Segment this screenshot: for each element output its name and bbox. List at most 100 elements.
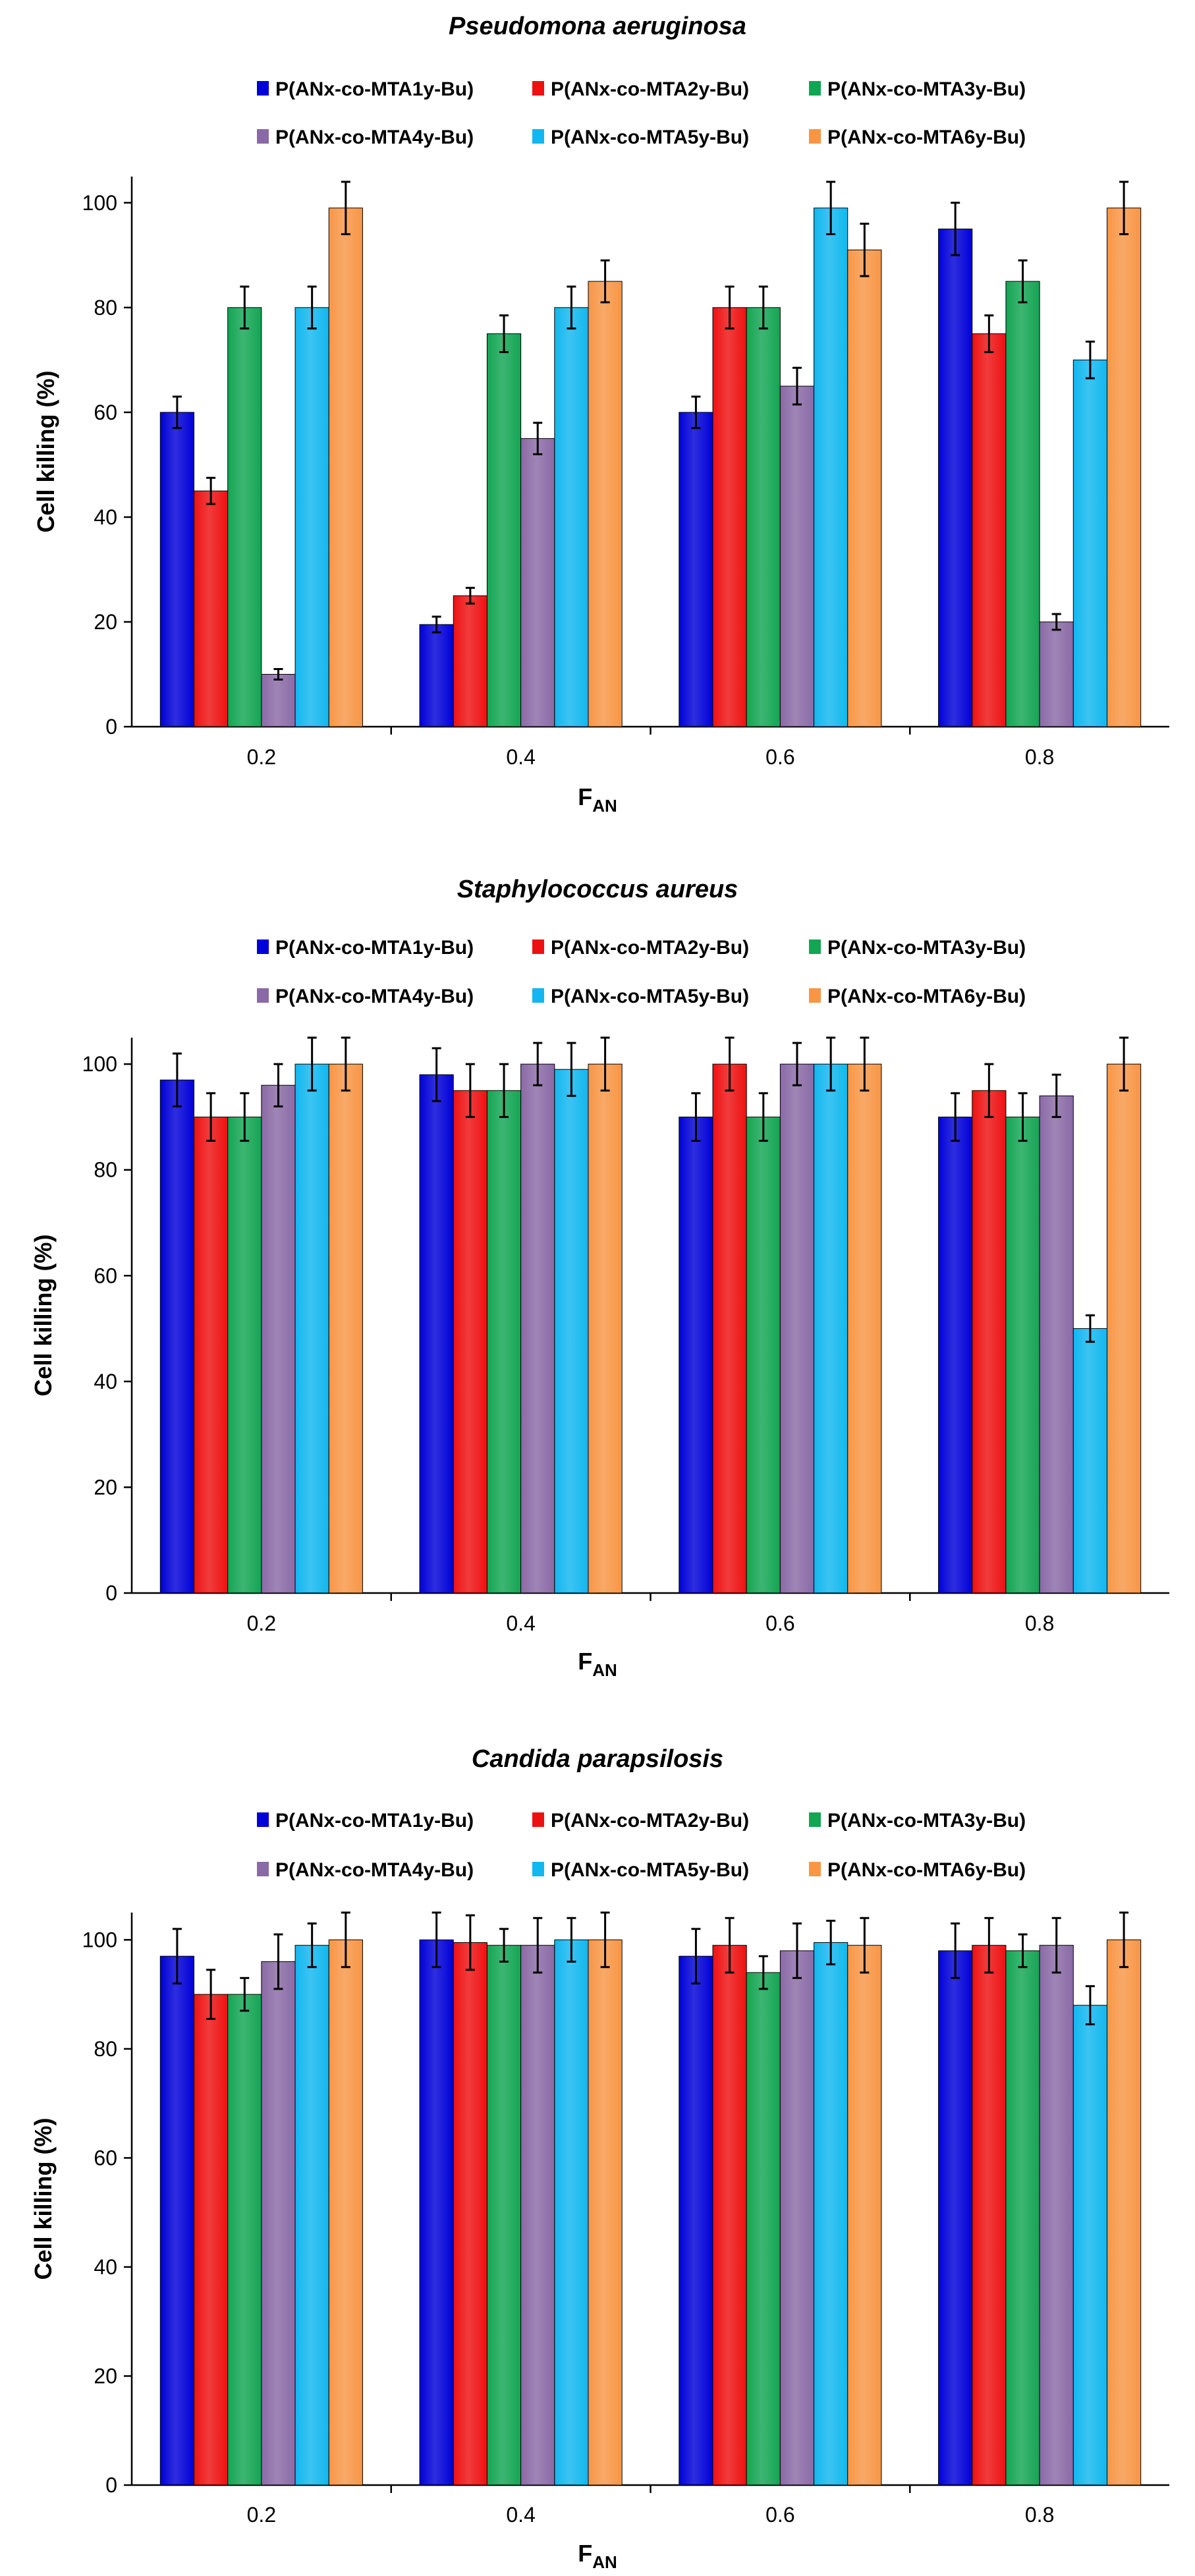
bar: [679, 1955, 713, 2486]
bar: [1039, 1945, 1074, 2486]
bar: [712, 1063, 747, 1594]
y-tick-label: 40: [94, 505, 117, 529]
error-bar: [431, 615, 441, 634]
error-bar: [273, 668, 283, 681]
bar: [419, 1074, 454, 1594]
legend-label: P(ANx-co-MTA3y-Bu): [827, 937, 1026, 959]
bar: [847, 1063, 882, 1594]
error-bar: [1051, 613, 1061, 631]
error-bar: [567, 1917, 576, 1963]
chart-panel-pseudomona: Pseudomona aeruginosa P(ANx-co-MTA1y-Bu) P…: [0, 0, 1195, 843]
error-bar: [691, 395, 701, 430]
legend-item: P(ANx-co-MTA5y-Bu): [532, 126, 749, 148]
y-tick-label: 80: [94, 1158, 117, 1182]
error-bar: [341, 1036, 350, 1092]
legend-item: P(ANx-co-MTA5y-Bu): [532, 1859, 749, 1881]
chart-title: Candida parapsilosis: [472, 1745, 723, 1773]
error-bar: [758, 1955, 768, 1990]
legend-item: P(ANx-co-MTA4y-Bu): [257, 126, 474, 148]
y-tick-label: 100: [82, 1052, 117, 1076]
legend-swatch: [257, 939, 269, 954]
error-bar: [600, 259, 610, 304]
legend-swatch: [257, 81, 269, 96]
x-tick-label: 0.6: [765, 2503, 794, 2527]
y-axis-label: Cell killing (%): [30, 2117, 57, 2280]
legend-label: P(ANx-co-MTA5y-Bu): [551, 986, 749, 1007]
x-tick-label: 0.8: [1025, 1611, 1054, 1635]
bar: [486, 333, 522, 727]
bar: [194, 1116, 229, 1594]
legend-item: P(ANx-co-MTA5y-Bu): [532, 986, 749, 1007]
y-tick-label: 20: [94, 1475, 117, 1499]
bar: [1107, 1063, 1142, 1594]
bar: [486, 1945, 522, 2486]
bar: [972, 1090, 1007, 1594]
error-bar: [1119, 181, 1129, 235]
bar: [453, 1090, 487, 1594]
bar: [814, 1063, 848, 1594]
error-bar: [172, 1052, 182, 1107]
bar: [679, 412, 713, 727]
legend-label: P(ANx-co-MTA6y-Bu): [827, 126, 1026, 148]
y-axis-label: Cell killing (%): [32, 370, 59, 532]
legend-label: P(ANx-co-MTA5y-Bu): [551, 126, 749, 148]
error-bar: [951, 1922, 960, 1979]
bar: [779, 1950, 815, 2486]
error-bar: [533, 422, 543, 455]
error-bar: [600, 1911, 610, 1969]
x-tick-label: 0.4: [506, 745, 535, 769]
bar: [328, 208, 363, 727]
error-bar: [984, 1917, 994, 1974]
bar: [554, 1069, 589, 1594]
x-tick-label: 0.8: [1025, 745, 1054, 769]
error-bar: [860, 1036, 870, 1092]
bar: [520, 1063, 555, 1594]
legend-swatch: [809, 1812, 821, 1827]
legend-swatch: [809, 81, 821, 96]
error-bar: [1051, 1073, 1061, 1118]
legend-item: P(ANx-co-MTA6y-Bu): [809, 126, 1026, 148]
x-tick-label: 0.4: [506, 2503, 535, 2527]
error-bar: [431, 1047, 441, 1102]
bar: [588, 1939, 623, 2486]
error-bar: [758, 1092, 768, 1142]
bar: [294, 1945, 329, 2486]
y-axis-label: Cell killing (%): [30, 1234, 57, 1396]
legend-label: P(ANx-co-MTA4y-Bu): [275, 986, 474, 1007]
bar: [328, 1063, 363, 1594]
error-bar: [533, 1917, 543, 1974]
bar: [261, 1961, 296, 2486]
bar: [746, 307, 781, 727]
legend-label: P(ANx-co-MTA1y-Bu): [275, 78, 474, 100]
bar: [847, 249, 882, 727]
legend-label: P(ANx-co-MTA6y-Bu): [827, 986, 1026, 1007]
error-bar: [725, 1917, 735, 1974]
error-bar: [341, 181, 350, 235]
legend-swatch: [257, 1862, 269, 1876]
bar: [1039, 621, 1074, 727]
chart-svg: Pseudomona aeruginosa P(ANx-co-MTA1y-Bu) P…: [32, 13, 1169, 816]
bar: [554, 1939, 589, 2486]
bar: [938, 229, 973, 727]
y-tick-label: 100: [82, 191, 117, 215]
y-tick-label: 40: [94, 2255, 117, 2279]
legend-swatch: [532, 129, 544, 144]
x-tick-label: 0.2: [247, 745, 276, 769]
legend-swatch: [809, 988, 821, 1003]
x-axis-label: FAN: [578, 2540, 617, 2572]
legend-item: P(ANx-co-MTA3y-Bu): [809, 1810, 1026, 1832]
legend-swatch: [532, 1862, 544, 1876]
legend-swatch: [532, 988, 544, 1003]
bar: [1107, 1939, 1142, 2486]
bar: [227, 1116, 262, 1594]
y-tick-label: 20: [94, 610, 117, 634]
error-bar: [172, 395, 182, 430]
bar: [328, 1939, 363, 2486]
bar: [972, 333, 1007, 727]
error-bar: [240, 1092, 250, 1142]
error-bar: [206, 476, 216, 505]
legend-swatch: [532, 939, 544, 954]
error-bar: [792, 366, 802, 406]
legend-item: P(ANx-co-MTA4y-Bu): [257, 986, 474, 1007]
error-bar: [691, 1092, 701, 1142]
